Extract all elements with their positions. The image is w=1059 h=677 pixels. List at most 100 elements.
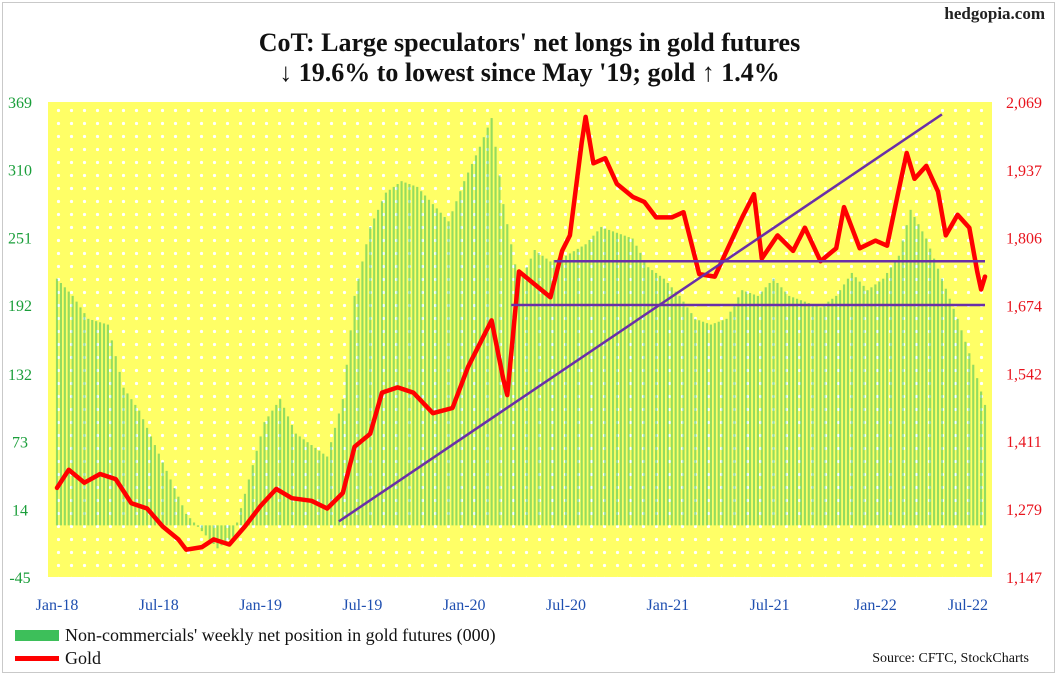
net-position-bar (725, 318, 728, 526)
right-axis-tick: 1,806 (1006, 230, 1042, 247)
right-axis-tick: 2,069 (1006, 95, 1042, 112)
net-position-bar (83, 313, 86, 526)
net-position-bar (803, 301, 806, 526)
net-position-bar (243, 493, 247, 526)
net-position-bar (259, 436, 262, 526)
net-position-bar (799, 300, 803, 526)
net-position-bar (604, 228, 607, 526)
right-axis-tick: 1,279 (1006, 502, 1042, 519)
net-position-bar (980, 391, 983, 526)
net-position-bar (388, 189, 391, 526)
net-position-bar (404, 182, 407, 526)
net-position-bar (666, 282, 669, 526)
net-position-bar (138, 410, 141, 526)
net-position-bar (905, 225, 908, 526)
net-position-bar (745, 291, 748, 526)
net-position-bar (271, 410, 274, 526)
x-axis-tick: Jan-22 (854, 597, 897, 614)
legend-item-gold: Gold (15, 648, 101, 669)
net-position-bar (592, 235, 595, 526)
net-position-bar (267, 416, 270, 526)
net-position-bar (236, 522, 239, 526)
net-position-bar (369, 227, 372, 526)
net-position-bar (839, 290, 842, 526)
net-position-bar (709, 324, 712, 526)
net-position-bar (870, 287, 873, 526)
net-position-bar (169, 479, 172, 526)
net-position-bar (204, 525, 207, 536)
net-position-bar (294, 433, 297, 526)
net-position-bar (345, 364, 348, 526)
net-position-bar (192, 522, 196, 526)
net-position-bar (823, 304, 826, 526)
net-position-bar (525, 267, 528, 526)
net-position-bar (275, 404, 278, 526)
net-position-bar (702, 321, 705, 526)
net-position-bar (357, 278, 360, 526)
left-axis-tick: 73 (12, 435, 28, 452)
net-position-bar (936, 268, 940, 526)
net-position-bar (729, 311, 732, 526)
net-position-bar (153, 445, 156, 526)
net-position-bar (533, 250, 536, 526)
net-position-bar (290, 424, 294, 526)
net-position-bar (553, 260, 556, 526)
net-position-bar (561, 257, 564, 526)
net-position-bar (756, 295, 759, 526)
net-position-bar (95, 321, 98, 526)
net-position-bar (983, 404, 987, 526)
net-position-bar (337, 413, 340, 526)
net-position-bar (545, 258, 548, 526)
net-position-bar (658, 275, 662, 526)
net-position-bar (510, 244, 513, 526)
net-position-bar (635, 245, 638, 526)
net-position-bar (792, 297, 795, 526)
net-position-bar (142, 419, 145, 526)
net-position-bar (631, 238, 634, 526)
net-position-bar (400, 181, 403, 526)
net-position-bar (302, 439, 305, 526)
chart-title: CoT: Large speculators' net longs in gol… (258, 28, 801, 57)
net-position-bar (956, 318, 959, 526)
net-position-bar (161, 462, 164, 526)
net-position-bar (173, 488, 176, 526)
left-axis-tick: 192 (8, 298, 32, 315)
right-axis-tick: 1,411 (1006, 434, 1041, 451)
net-position-bar (232, 525, 235, 537)
left-axis-tick: -45 (9, 570, 30, 587)
net-position-bar (608, 229, 611, 526)
net-position-bar (322, 453, 325, 526)
net-position-bar (866, 290, 869, 526)
net-position-bar (686, 307, 689, 526)
net-position-bar (279, 399, 282, 526)
net-position-bar (212, 525, 215, 545)
net-position-bar (933, 258, 936, 526)
x-axis-tick: Jul-20 (546, 597, 586, 614)
net-position-bar (200, 525, 203, 532)
net-position-bar (752, 294, 756, 526)
net-position-bar (341, 399, 344, 526)
net-position-bar (564, 255, 568, 526)
net-position-bar (795, 298, 799, 526)
net-position-bar (948, 298, 951, 526)
net-position-bar (396, 184, 399, 526)
net-position-bar (557, 258, 560, 526)
net-position-bar (365, 244, 368, 526)
net-position-bar (874, 284, 877, 526)
net-position-bar (71, 295, 74, 526)
net-position-bar (909, 209, 912, 526)
net-position-bar (118, 371, 121, 526)
net-position-bar (228, 525, 231, 540)
net-position-bar (913, 217, 916, 526)
x-axis-tick: Jul-18 (139, 597, 179, 614)
net-position-bar (651, 270, 654, 526)
net-position-bar (717, 321, 720, 526)
net-position-bar (447, 221, 450, 526)
net-position-bar (615, 232, 619, 526)
net-position-bar (91, 319, 94, 526)
net-position-bar (694, 318, 697, 526)
net-position-bar (439, 212, 442, 526)
net-position-bar (431, 204, 434, 526)
net-position-bar (263, 422, 266, 526)
